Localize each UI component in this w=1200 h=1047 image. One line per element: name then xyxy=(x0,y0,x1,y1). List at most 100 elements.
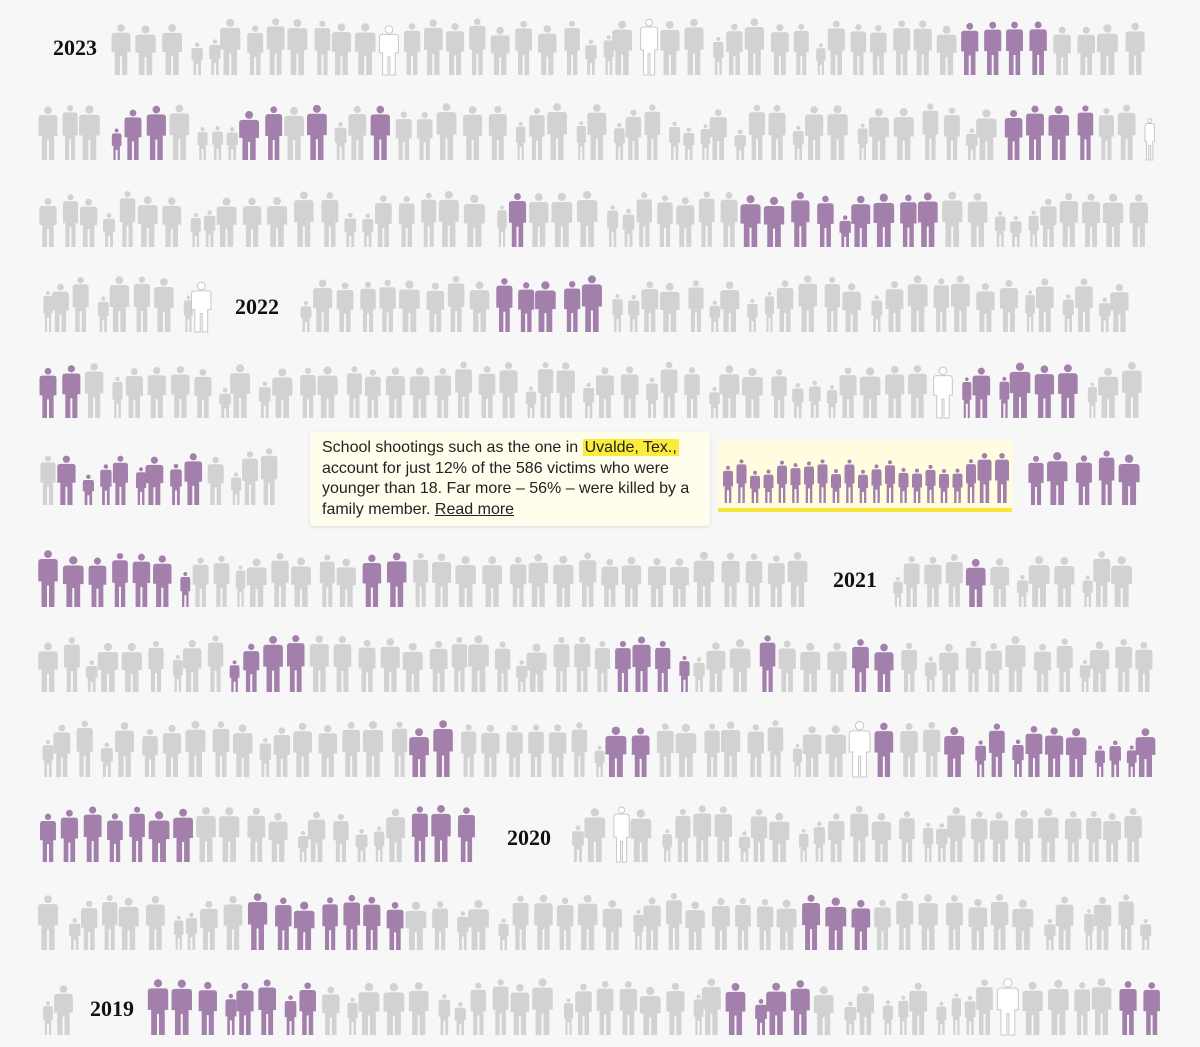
victim-figure xyxy=(207,635,224,692)
victim-figure xyxy=(1075,455,1092,505)
victim-figure xyxy=(917,192,938,247)
victim-figure xyxy=(62,194,79,247)
victim-figure xyxy=(154,278,174,332)
victim-figure xyxy=(901,642,918,692)
victim-figure xyxy=(622,208,635,247)
victim-figure xyxy=(612,294,623,332)
victim-figure xyxy=(220,18,241,75)
victim-figure xyxy=(657,195,673,247)
victim-figure xyxy=(60,809,78,862)
victim-figure xyxy=(225,993,237,1035)
victim-figure xyxy=(183,295,194,332)
victim-figure xyxy=(1062,294,1074,332)
victim-figure xyxy=(936,25,957,75)
victim-figure xyxy=(348,105,367,160)
victim-figure xyxy=(777,460,787,503)
victim-figure xyxy=(693,551,715,607)
victim-figure xyxy=(1135,728,1156,777)
victim-figure xyxy=(482,556,503,607)
victim-figure xyxy=(535,281,556,332)
victim-figure xyxy=(923,822,934,862)
victim-figure xyxy=(69,918,81,950)
victim-figure xyxy=(468,635,489,692)
victim-figure xyxy=(185,720,206,777)
victim-figure xyxy=(684,367,700,418)
victim-figure xyxy=(300,300,312,332)
victim-figure xyxy=(1056,638,1073,692)
victim-figure xyxy=(148,640,164,692)
victim-figure xyxy=(119,191,136,247)
victim-figure xyxy=(579,552,597,607)
victim-figure xyxy=(817,195,834,247)
victim-figure xyxy=(1028,210,1039,247)
victim-figure xyxy=(362,213,374,247)
victim-figure xyxy=(446,22,465,75)
victim-figure xyxy=(594,640,610,692)
victim-figure xyxy=(112,455,128,505)
annotation-highlight: Uvalde, Tex., xyxy=(582,439,679,456)
victim-figure xyxy=(951,275,970,332)
victim-figure xyxy=(827,642,847,692)
victim-figure xyxy=(1022,981,1043,1035)
victim-figure xyxy=(966,128,978,160)
victim-figure xyxy=(1140,918,1152,950)
victim-figure xyxy=(170,463,182,505)
victim-figure xyxy=(907,275,928,332)
victim-figure xyxy=(713,36,724,75)
victim-figure xyxy=(825,725,846,777)
victim-figure xyxy=(38,550,58,607)
victim-figure xyxy=(605,726,627,777)
victim-figure xyxy=(744,18,764,75)
read-more-link[interactable]: Read more xyxy=(434,500,515,518)
victim-figure xyxy=(309,635,329,692)
victim-figure xyxy=(899,811,915,862)
victim-figure xyxy=(184,453,203,505)
victim-figure xyxy=(808,380,821,418)
victim-figure xyxy=(577,894,598,950)
victim-figure xyxy=(723,465,733,503)
victim-figure xyxy=(38,642,58,692)
victim-figure xyxy=(421,192,437,247)
victim-figure xyxy=(759,635,776,692)
victim-figure xyxy=(148,811,170,862)
victim-figure xyxy=(43,1001,53,1035)
victim-figure xyxy=(548,724,567,777)
victim-figure xyxy=(43,291,53,332)
victim-figure xyxy=(584,808,606,862)
victim-figure xyxy=(666,893,682,950)
victim-figure xyxy=(1126,745,1137,777)
victim-figure xyxy=(643,897,661,950)
victim-figure xyxy=(961,22,979,75)
victim-figure xyxy=(898,995,909,1035)
victim-figure xyxy=(704,723,720,777)
victim-figure xyxy=(488,105,507,160)
victim-figure xyxy=(454,1002,466,1035)
victim-figure xyxy=(848,721,871,778)
victim-figure xyxy=(362,720,384,777)
victim-figure xyxy=(498,918,509,950)
victim-figure xyxy=(693,805,712,862)
victim-figure xyxy=(977,453,992,503)
victim-figure xyxy=(601,558,619,607)
victim-figure xyxy=(319,554,335,607)
victim-figure xyxy=(62,365,81,418)
victim-figure xyxy=(1047,452,1068,505)
victim-figure xyxy=(1044,918,1056,950)
victim-figure xyxy=(512,895,529,950)
victim-figure xyxy=(1129,194,1148,247)
victim-figure xyxy=(432,901,448,950)
victim-figure xyxy=(679,655,690,692)
victim-figure xyxy=(416,111,433,160)
victim-figure xyxy=(219,807,240,862)
victim-figure xyxy=(273,727,291,777)
victim-figure xyxy=(1117,104,1136,160)
victim-figure xyxy=(145,895,165,950)
victim-figure xyxy=(1097,24,1118,75)
victim-figure xyxy=(79,105,100,160)
victim-figure xyxy=(266,197,288,247)
victim-figure xyxy=(859,367,881,418)
victim-figure xyxy=(455,361,472,418)
victim-figure xyxy=(1079,660,1091,692)
victim-figure xyxy=(318,724,338,777)
